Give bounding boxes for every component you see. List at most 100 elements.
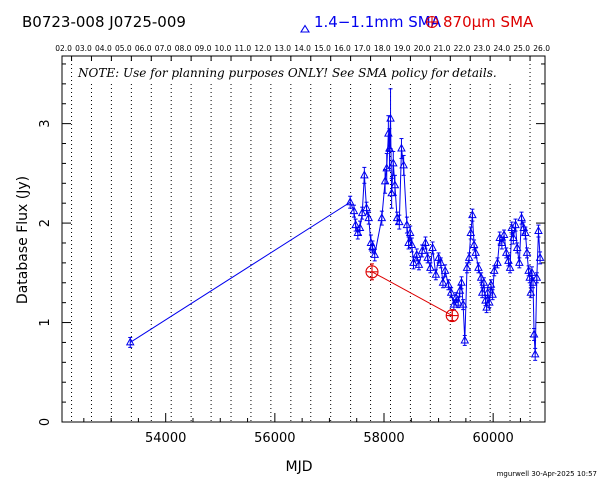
data-point xyxy=(515,257,524,266)
data-point xyxy=(458,299,468,308)
data-point xyxy=(423,252,432,261)
data-point xyxy=(436,257,446,266)
data-point xyxy=(468,210,477,219)
data-point xyxy=(125,337,135,346)
data-series xyxy=(125,88,545,361)
top-year-label: 19.0 xyxy=(394,44,411,53)
legend-red-label: 870μm SMA xyxy=(443,13,534,31)
data-point xyxy=(524,265,533,274)
triangle-marker-icon xyxy=(300,24,310,33)
y-tick-label: 1 xyxy=(38,318,53,326)
data-point xyxy=(453,297,463,306)
top-year-label: 07.0 xyxy=(155,44,172,53)
data-point xyxy=(431,269,441,278)
data-point xyxy=(504,255,513,264)
top-year-label: 08.0 xyxy=(175,44,192,53)
series-1p3mm xyxy=(125,88,545,361)
top-year-label: 02.0 xyxy=(55,44,72,53)
x-tick-label: 54000 xyxy=(145,431,186,446)
y-tick-label: 3 xyxy=(38,119,53,127)
author-timestamp: mgurwell 30-Apr-2025 10:57 xyxy=(497,470,597,478)
data-point xyxy=(493,257,502,266)
data-point xyxy=(349,206,359,215)
data-point xyxy=(511,220,520,229)
data-point xyxy=(412,249,422,258)
data-point xyxy=(444,279,453,288)
data-point xyxy=(434,252,443,261)
data-point xyxy=(377,213,387,222)
data-point xyxy=(466,227,476,237)
series-870um xyxy=(365,263,459,323)
top-year-label: 04.0 xyxy=(95,44,112,53)
source-names: B0723-008 J0725-009 xyxy=(22,13,186,31)
x-axis-ticks: 54000 56000 58000 60000 xyxy=(83,413,521,446)
data-point xyxy=(417,245,427,254)
data-point xyxy=(529,329,539,338)
data-point xyxy=(499,229,509,239)
data-point xyxy=(351,220,360,229)
y-tick-label: 2 xyxy=(38,219,53,227)
data-point xyxy=(421,237,430,246)
data-point xyxy=(509,232,518,242)
data-point xyxy=(446,287,456,296)
data-point xyxy=(532,272,542,281)
data-point xyxy=(501,247,511,256)
data-point xyxy=(394,217,404,226)
top-year-label: 15.0 xyxy=(314,44,331,53)
data-point xyxy=(457,277,466,286)
data-point xyxy=(402,220,412,229)
data-point xyxy=(365,265,379,279)
top-year-label: 05.0 xyxy=(115,44,132,53)
top-year-label: 09.0 xyxy=(195,44,212,53)
top-year-label: 24.0 xyxy=(493,44,510,53)
circle-plus-marker-icon xyxy=(425,15,439,29)
data-point xyxy=(460,335,470,344)
x-tick-label: 56000 xyxy=(254,431,295,446)
top-year-label: 21.0 xyxy=(434,44,451,53)
y-axis-ticks: 0 1 2 3 xyxy=(38,63,545,426)
plot-frame xyxy=(61,55,546,423)
data-point xyxy=(517,213,526,222)
data-point xyxy=(471,247,481,256)
data-point xyxy=(522,247,532,256)
data-point xyxy=(526,287,536,296)
top-year-label: 12.0 xyxy=(254,44,271,53)
data-point xyxy=(512,242,522,251)
data-point xyxy=(530,349,540,358)
x-tick-label: 58000 xyxy=(363,431,404,446)
top-year-label: 10.0 xyxy=(215,44,232,53)
data-point xyxy=(397,143,406,152)
data-point xyxy=(535,252,545,261)
data-point xyxy=(386,113,395,122)
data-point xyxy=(388,158,398,167)
data-point xyxy=(481,295,490,304)
series-line xyxy=(371,271,453,317)
top-year-label: 18.0 xyxy=(374,44,391,53)
data-point xyxy=(360,170,369,179)
data-point xyxy=(428,242,437,251)
data-point xyxy=(486,279,496,288)
data-point xyxy=(357,208,367,217)
data-point xyxy=(368,241,377,250)
data-point xyxy=(505,262,515,271)
data-point xyxy=(414,259,424,268)
data-point xyxy=(484,297,494,306)
data-point xyxy=(528,277,538,286)
top-year-label: 26.0 xyxy=(533,44,550,53)
data-point xyxy=(521,227,530,237)
top-year-label: 22.0 xyxy=(454,44,471,53)
planning-note: NOTE: Use for planning purposes ONLY! Se… xyxy=(77,66,497,80)
data-point xyxy=(382,163,392,172)
note-background xyxy=(74,64,524,81)
data-point xyxy=(370,249,380,258)
top-year-label: 17.0 xyxy=(354,44,371,53)
data-point xyxy=(489,265,499,274)
x-axis-title: MJD xyxy=(286,459,313,475)
legend-red: 870μm SMA xyxy=(425,13,534,31)
data-point xyxy=(479,277,489,286)
data-point xyxy=(534,225,543,235)
data-point xyxy=(407,239,417,248)
data-point xyxy=(362,203,371,212)
data-point xyxy=(438,277,448,286)
data-point xyxy=(409,257,418,266)
